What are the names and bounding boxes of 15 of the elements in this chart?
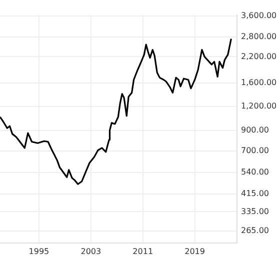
y-tick-label: 2,200.00 (241, 52, 277, 61)
y-tick-label: 415.00 (241, 189, 269, 198)
x-tick-label: 2003 (80, 246, 102, 256)
y-tick-label: 265.00 (241, 226, 269, 236)
y-tick-label: 335.00 (241, 206, 269, 216)
x-tick-label: 2019 (184, 246, 205, 256)
y-tick-label: 540.00 (241, 167, 269, 176)
y-tick-label: 1,600.00 (241, 78, 277, 87)
y-tick-label: 700.00 (241, 146, 269, 156)
y-tick-label: 1,200.00 (241, 102, 277, 111)
x-tick-label: 1995 (28, 246, 50, 256)
x-tick-label: 2011 (132, 246, 154, 256)
y-tick-label: 2,800.00 (241, 32, 277, 41)
y-tick-label: 900.00 (241, 125, 269, 134)
y-tick-label: 3,600.00 (241, 11, 277, 20)
